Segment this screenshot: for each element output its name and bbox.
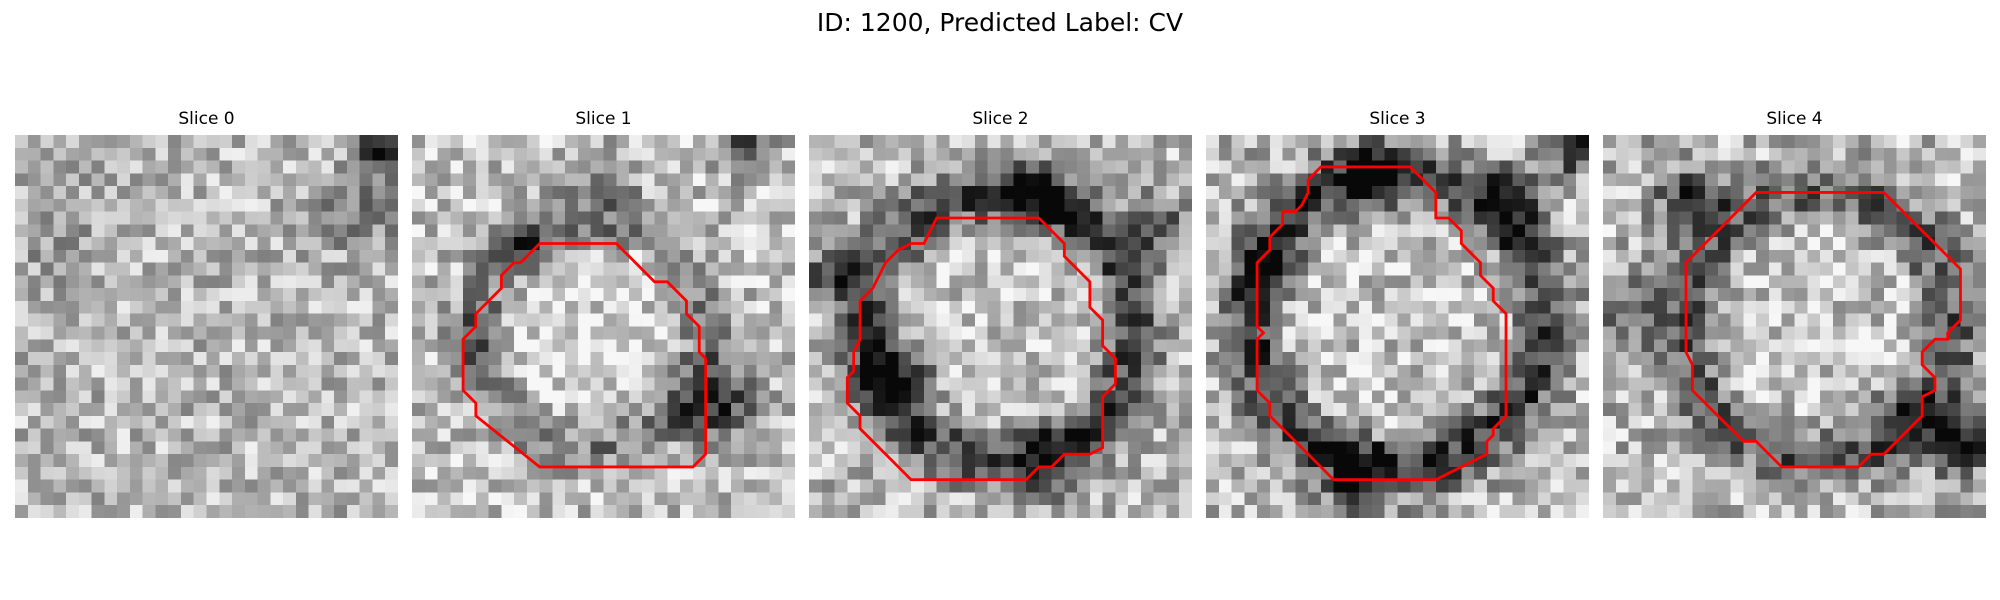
slice-panel-1: Slice 1 <box>412 108 795 518</box>
contour-outline-4 <box>1684 191 1962 469</box>
slice-image-2 <box>809 135 1192 518</box>
slice-title-2: Slice 2 <box>972 109 1029 129</box>
slice-title-1: Slice 1 <box>575 109 632 129</box>
slice-panel-4: Slice 4 <box>1603 108 1986 518</box>
slice-image-3 <box>1206 135 1589 518</box>
slice-image-0 <box>15 135 398 518</box>
contour-outline-3 <box>1255 165 1508 482</box>
slice-image-4 <box>1603 135 1986 518</box>
slice-panel-0: Slice 0 <box>15 108 398 518</box>
slice-image-1 <box>412 135 795 518</box>
slice-panel-3: Slice 3 <box>1206 108 1589 518</box>
slice-title-0: Slice 0 <box>178 109 235 129</box>
contour-outline-1 <box>461 242 708 469</box>
slice-title-3: Slice 3 <box>1369 109 1426 129</box>
slice-title-4: Slice 4 <box>1766 109 1823 129</box>
figure-title: ID: 1200, Predicted Label: CV <box>816 8 1184 37</box>
contour-outline-2 <box>845 216 1117 482</box>
slice-panel-2: Slice 2 <box>809 108 1192 518</box>
